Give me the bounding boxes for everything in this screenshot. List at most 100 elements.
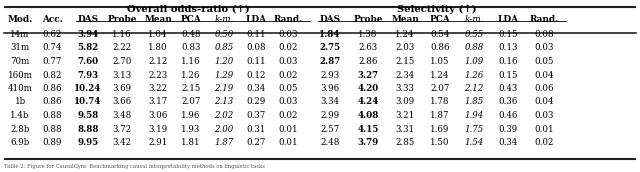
Text: 0.02: 0.02	[278, 71, 298, 79]
Text: 0.02: 0.02	[278, 111, 298, 120]
Text: 2.22: 2.22	[113, 44, 132, 52]
Text: 3.13: 3.13	[113, 71, 132, 79]
Text: 0.86: 0.86	[430, 44, 450, 52]
Text: 10.24: 10.24	[74, 84, 102, 93]
Text: 3.21: 3.21	[396, 111, 415, 120]
Text: 0.34: 0.34	[246, 84, 266, 93]
Text: 3.66: 3.66	[113, 98, 132, 106]
Text: 1.69: 1.69	[430, 125, 450, 133]
Text: 1.81: 1.81	[181, 138, 201, 147]
Text: 2.12: 2.12	[465, 84, 484, 93]
Text: k-m.: k-m.	[214, 15, 234, 24]
Text: 3.31: 3.31	[396, 125, 415, 133]
Text: 0.15: 0.15	[499, 30, 518, 39]
Text: 3.72: 3.72	[113, 125, 132, 133]
Text: 3.19: 3.19	[148, 125, 168, 133]
Text: 2.00: 2.00	[214, 125, 234, 133]
Text: 7.93: 7.93	[77, 71, 99, 79]
Text: 0.03: 0.03	[278, 57, 298, 66]
Text: 0.39: 0.39	[499, 125, 518, 133]
Text: 2.63: 2.63	[358, 44, 378, 52]
Text: Mean: Mean	[391, 15, 419, 24]
Text: 6.9b: 6.9b	[10, 138, 29, 147]
Text: 5.82: 5.82	[77, 44, 99, 52]
Text: 0.16: 0.16	[499, 57, 518, 66]
Text: PCA: PCA	[180, 15, 202, 24]
Text: 0.02: 0.02	[534, 138, 554, 147]
Text: Mean: Mean	[144, 15, 172, 24]
Text: 3.48: 3.48	[113, 111, 132, 120]
Text: 1.84: 1.84	[319, 30, 340, 39]
Text: 1.24: 1.24	[396, 30, 415, 39]
Text: DAS: DAS	[319, 15, 340, 24]
Text: 1.26: 1.26	[181, 71, 201, 79]
Text: 0.31: 0.31	[246, 125, 266, 133]
Text: 2.99: 2.99	[321, 111, 340, 120]
Text: 0.04: 0.04	[534, 71, 554, 79]
Text: 1.75: 1.75	[465, 125, 484, 133]
Text: 0.86: 0.86	[42, 84, 61, 93]
Text: 0.08: 0.08	[534, 30, 554, 39]
Text: 1.87: 1.87	[214, 138, 234, 147]
Text: 2.12: 2.12	[148, 57, 168, 66]
Text: 4.20: 4.20	[357, 84, 379, 93]
Text: 0.88: 0.88	[42, 111, 62, 120]
Text: 2.15: 2.15	[396, 57, 415, 66]
Text: 0.12: 0.12	[246, 71, 266, 79]
Text: 0.05: 0.05	[278, 84, 298, 93]
Text: 2.19: 2.19	[214, 84, 234, 93]
Text: 1.29: 1.29	[214, 71, 234, 79]
Text: 2.15: 2.15	[181, 84, 201, 93]
Text: 0.85: 0.85	[214, 44, 234, 52]
Text: 1.09: 1.09	[465, 57, 484, 66]
Text: 2.93: 2.93	[321, 71, 340, 79]
Text: 160m: 160m	[8, 71, 33, 79]
Text: 2.91: 2.91	[148, 138, 168, 147]
Text: 0.46: 0.46	[499, 111, 518, 120]
Text: 0.89: 0.89	[42, 138, 61, 147]
Text: Rand.: Rand.	[273, 15, 303, 24]
Text: k-m.: k-m.	[464, 15, 484, 24]
Text: 0.08: 0.08	[246, 44, 266, 52]
Text: 1.96: 1.96	[181, 111, 201, 120]
Text: 2.03: 2.03	[396, 44, 415, 52]
Text: 0.82: 0.82	[42, 71, 61, 79]
Text: 1.87: 1.87	[430, 111, 450, 120]
Text: 0.11: 0.11	[246, 30, 266, 39]
Text: 0.27: 0.27	[246, 138, 266, 147]
Text: 31m: 31m	[10, 44, 29, 52]
Text: 1.04: 1.04	[148, 30, 168, 39]
Text: 0.34: 0.34	[499, 138, 518, 147]
Text: 0.03: 0.03	[278, 98, 298, 106]
Text: 1.26: 1.26	[465, 71, 484, 79]
Text: 1.4b: 1.4b	[10, 111, 29, 120]
Text: 1.05: 1.05	[430, 57, 450, 66]
Text: 0.11: 0.11	[246, 57, 266, 66]
Text: 9.58: 9.58	[77, 111, 99, 120]
Text: 3.09: 3.09	[396, 98, 415, 106]
Text: 0.77: 0.77	[42, 57, 61, 66]
Text: 0.02: 0.02	[278, 44, 298, 52]
Text: 70m: 70m	[10, 57, 29, 66]
Text: 3.79: 3.79	[357, 138, 379, 147]
Text: 0.05: 0.05	[534, 57, 554, 66]
Text: 0.01: 0.01	[278, 125, 298, 133]
Text: 2.86: 2.86	[358, 57, 378, 66]
Text: 1.94: 1.94	[465, 111, 484, 120]
Text: 0.37: 0.37	[246, 111, 266, 120]
Text: 1.16: 1.16	[112, 30, 132, 39]
Text: 2.75: 2.75	[319, 44, 340, 52]
Text: LDA: LDA	[497, 15, 518, 24]
Text: 0.86: 0.86	[42, 98, 61, 106]
Text: Rand.: Rand.	[529, 15, 559, 24]
Text: 2.57: 2.57	[321, 125, 340, 133]
Text: 2.70: 2.70	[112, 57, 132, 66]
Text: 0.88: 0.88	[42, 125, 62, 133]
Text: 0.29: 0.29	[246, 98, 266, 106]
Text: 2.07: 2.07	[430, 84, 450, 93]
Text: 0.01: 0.01	[278, 138, 298, 147]
Text: 2.07: 2.07	[181, 98, 201, 106]
Text: Selectivity (↑): Selectivity (↑)	[397, 5, 477, 14]
Text: 0.04: 0.04	[534, 98, 554, 106]
Text: 1.54: 1.54	[465, 138, 484, 147]
